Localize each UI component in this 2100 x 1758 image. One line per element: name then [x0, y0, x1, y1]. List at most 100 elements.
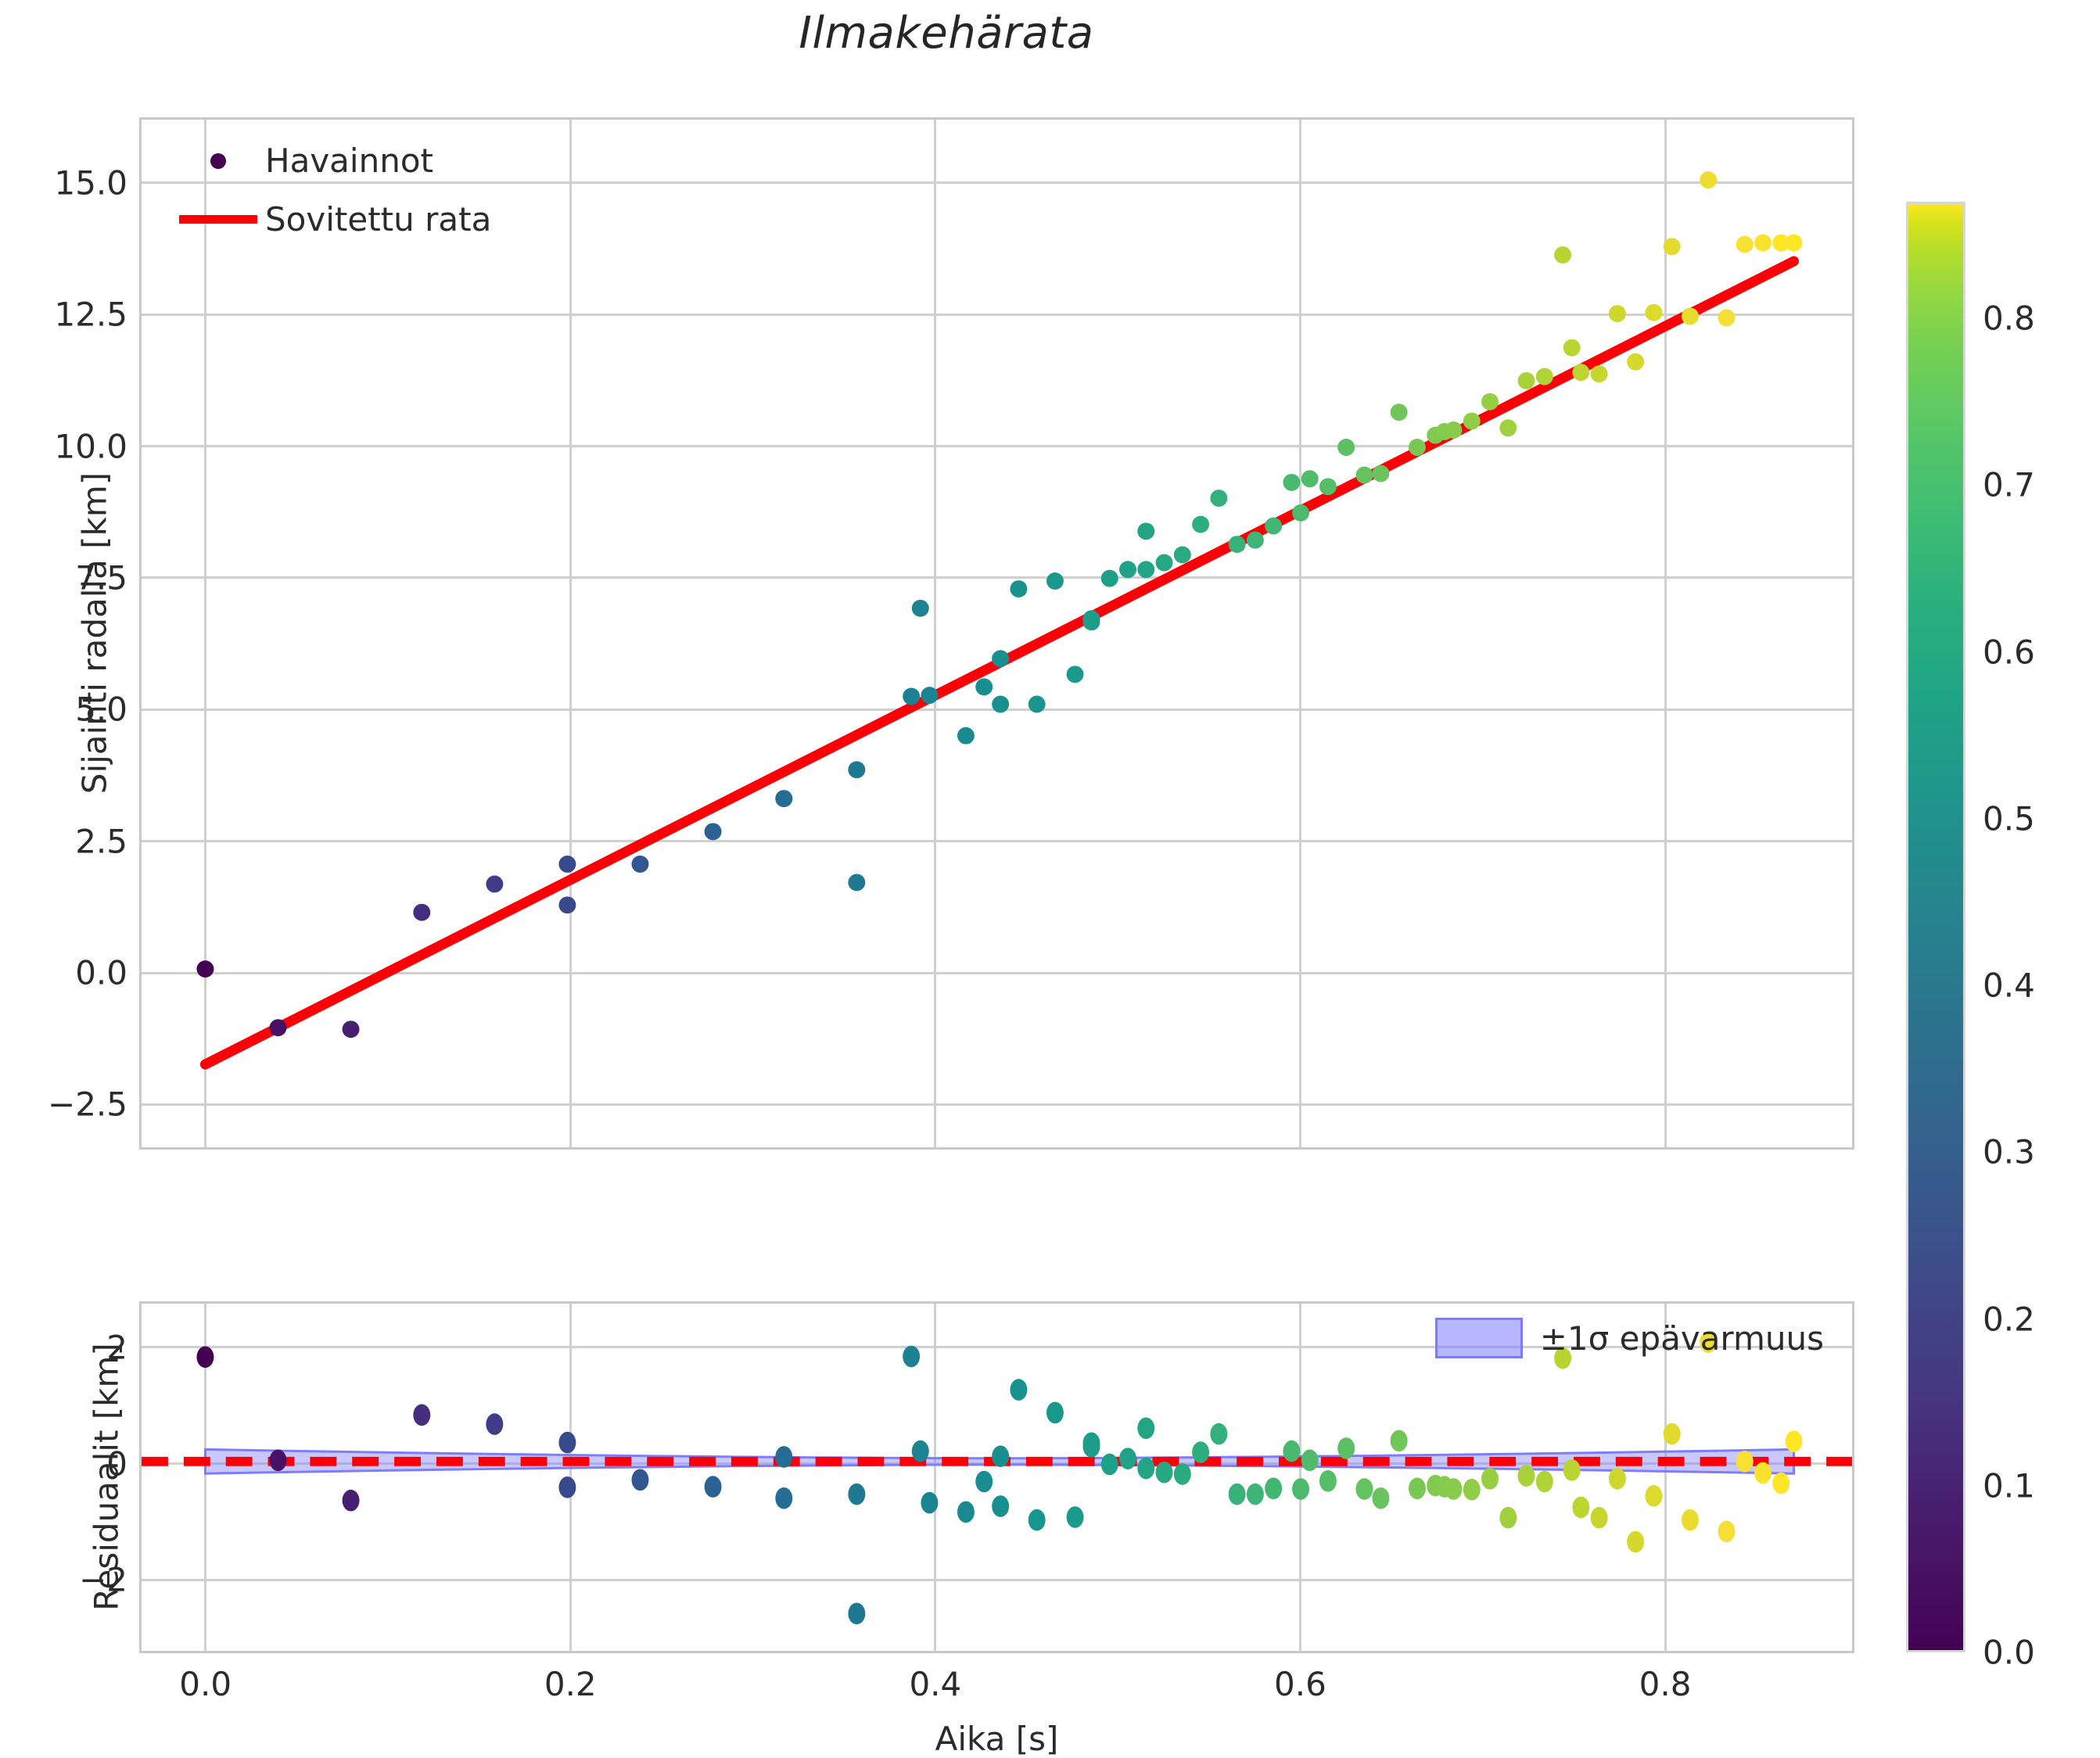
- data-point: [1283, 473, 1301, 491]
- data-point: [1563, 339, 1581, 357]
- data-point: [911, 599, 929, 617]
- data-point: [775, 790, 793, 808]
- residual-point: [1535, 1470, 1553, 1493]
- data-point: [1046, 572, 1064, 590]
- residual-point: [631, 1469, 649, 1491]
- data-point: [342, 1021, 360, 1039]
- main-gridline-v: [204, 120, 207, 1147]
- residual-x-tick: 0.6: [1274, 1665, 1326, 1703]
- residual-point: [1319, 1469, 1337, 1492]
- main-y-axis-label: Sijainti radalla [km]: [75, 472, 114, 795]
- colorbar-tick: 0.6: [1983, 633, 2035, 672]
- data-point: [1645, 303, 1663, 321]
- main-gridline-v: [934, 120, 937, 1147]
- colorbar-tick: 0.1: [1983, 1466, 2035, 1505]
- residual-point: [1100, 1453, 1118, 1476]
- residual-gridline-v: [1664, 1304, 1667, 1651]
- legend-label-uncertainty: ±1σ epävarmuus: [1539, 1318, 1824, 1358]
- residual-y-tick: −2: [79, 1560, 127, 1599]
- residual-point: [1718, 1520, 1736, 1543]
- residual-gridline-v: [1298, 1304, 1301, 1651]
- residual-point: [1046, 1401, 1064, 1424]
- data-point: [1590, 365, 1608, 383]
- data-point: [1554, 246, 1572, 264]
- data-point: [269, 1019, 287, 1037]
- data-point: [1082, 613, 1100, 631]
- data-point: [1608, 305, 1626, 323]
- data-point: [992, 650, 1010, 668]
- residual-point: [1563, 1459, 1581, 1481]
- residual-plot-area: [142, 1331, 1852, 1625]
- residual-point: [848, 1602, 866, 1625]
- main-axes: 15.0 12.5 10.0 7.5 5.0 2.5 0.0 −2.5 Sijainti ra…: [48, 117, 1854, 1150]
- main-y-tick: 5.0: [75, 690, 127, 729]
- residual-point: [992, 1495, 1010, 1517]
- data-point: [1390, 404, 1408, 422]
- data-point: [1119, 561, 1136, 579]
- residual-point: [775, 1446, 793, 1468]
- data-point: [957, 727, 975, 744]
- data-point: [1772, 234, 1790, 252]
- main-gridline-h: [142, 181, 1852, 185]
- residual-point: [1736, 1451, 1754, 1473]
- main-gridline-v: [1298, 120, 1301, 1147]
- data-point: [1463, 412, 1481, 430]
- data-point: [1754, 234, 1772, 252]
- colorbar-tick: 0.2: [1983, 1300, 2035, 1339]
- residual-point: [1590, 1506, 1608, 1529]
- residual-point: [1754, 1462, 1772, 1484]
- residual-point: [1355, 1478, 1373, 1500]
- data-point: [1265, 517, 1283, 535]
- data-point: [1355, 466, 1373, 484]
- data-point: [1192, 515, 1210, 533]
- colorbar-gradient: [1906, 202, 1965, 1652]
- data-point: [704, 823, 722, 841]
- data-point: [1173, 546, 1191, 564]
- data-point: [196, 960, 214, 978]
- main-gridline-h: [142, 576, 1852, 579]
- colorbar-tick: 0.4: [1983, 966, 2035, 1005]
- legend-marker-dot-icon: [171, 152, 265, 169]
- residual-point: [1137, 1417, 1155, 1440]
- residual-point: [1210, 1423, 1228, 1445]
- residual-point: [975, 1470, 993, 1493]
- data-point: [1700, 171, 1718, 189]
- residual-point: [1663, 1423, 1681, 1445]
- residual-x-tick: 0.4: [909, 1665, 962, 1703]
- data-point: [1408, 439, 1426, 456]
- data-point: [848, 874, 866, 892]
- residual-point: [1517, 1465, 1535, 1487]
- residual-x-tick: 0.2: [544, 1665, 597, 1703]
- data-point: [1663, 238, 1681, 256]
- residual-gridline-v: [934, 1304, 937, 1651]
- data-point: [1028, 695, 1046, 713]
- residual-point: [1554, 1347, 1572, 1369]
- data-point: [1010, 580, 1028, 597]
- residual-point: [1608, 1468, 1626, 1490]
- data-point: [1736, 235, 1754, 253]
- residual-point: [1390, 1430, 1408, 1452]
- data-point: [1627, 353, 1645, 371]
- data-point: [1137, 522, 1155, 540]
- residual-point: [269, 1449, 287, 1472]
- residual-point: [486, 1413, 504, 1435]
- main-y-tick: 7.5: [75, 558, 127, 597]
- residual-point: [342, 1489, 360, 1512]
- residual-point: [1082, 1435, 1100, 1458]
- residual-point: [1173, 1463, 1191, 1485]
- residual-point: [1499, 1506, 1517, 1529]
- residual-point: [1785, 1430, 1803, 1452]
- data-point: [1246, 531, 1264, 549]
- data-point: [1517, 371, 1535, 389]
- residual-point: [558, 1431, 576, 1454]
- residual-point: [196, 1346, 214, 1369]
- residual-point: [1155, 1461, 1173, 1484]
- colorbar-tick: 0.8: [1983, 299, 2035, 338]
- residual-point: [992, 1445, 1010, 1468]
- residual-point: [1445, 1478, 1463, 1500]
- data-point: [1445, 421, 1463, 439]
- data-point: [975, 678, 993, 696]
- main-plot-area: [196, 171, 1803, 1070]
- data-point: [1372, 465, 1390, 483]
- main-legend: Havainnot Sovitettu rata: [171, 142, 491, 239]
